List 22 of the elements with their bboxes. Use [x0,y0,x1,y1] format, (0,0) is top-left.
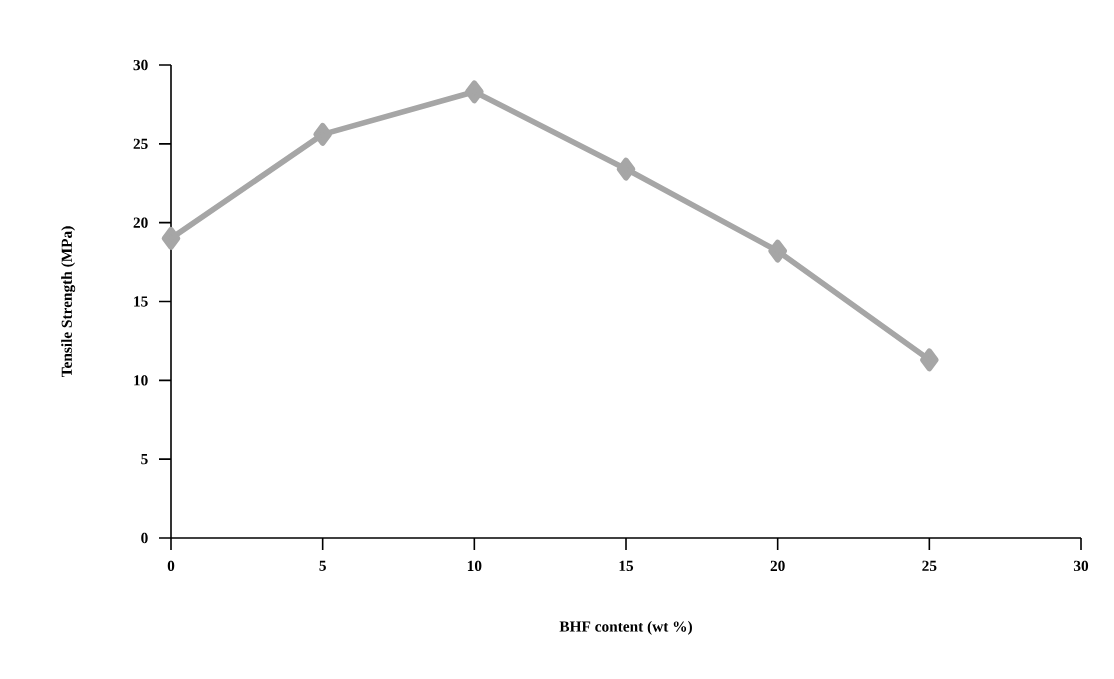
y-tick-label: 5 [141,454,148,465]
x-axis-title: BHF content (wt %) [559,620,692,635]
y-tick-label: 30 [133,59,148,71]
x-tick-label: 10 [467,560,482,572]
y-tick-label: 25 [133,138,148,149]
point [161,226,181,250]
y-tick-label: 10 [134,375,148,386]
x-tick-label: 0 [167,560,175,572]
x-tick-label: 20 [770,560,785,572]
point [920,348,939,372]
point [313,122,332,146]
y-tick-label: 15 [134,296,148,307]
y-tick-label: 0 [141,532,148,544]
x-tick-label: 5 [319,560,326,571]
x-tick-label: 25 [922,560,937,572]
y-axis-title: Tensile Strength (MPa) [61,226,76,378]
point [465,80,484,104]
y-tick-label: 20 [133,217,148,228]
point [616,157,636,181]
point [768,239,787,263]
x-tick-label: 30 [1073,560,1089,572]
x-tick-label: 15 [619,560,634,571]
